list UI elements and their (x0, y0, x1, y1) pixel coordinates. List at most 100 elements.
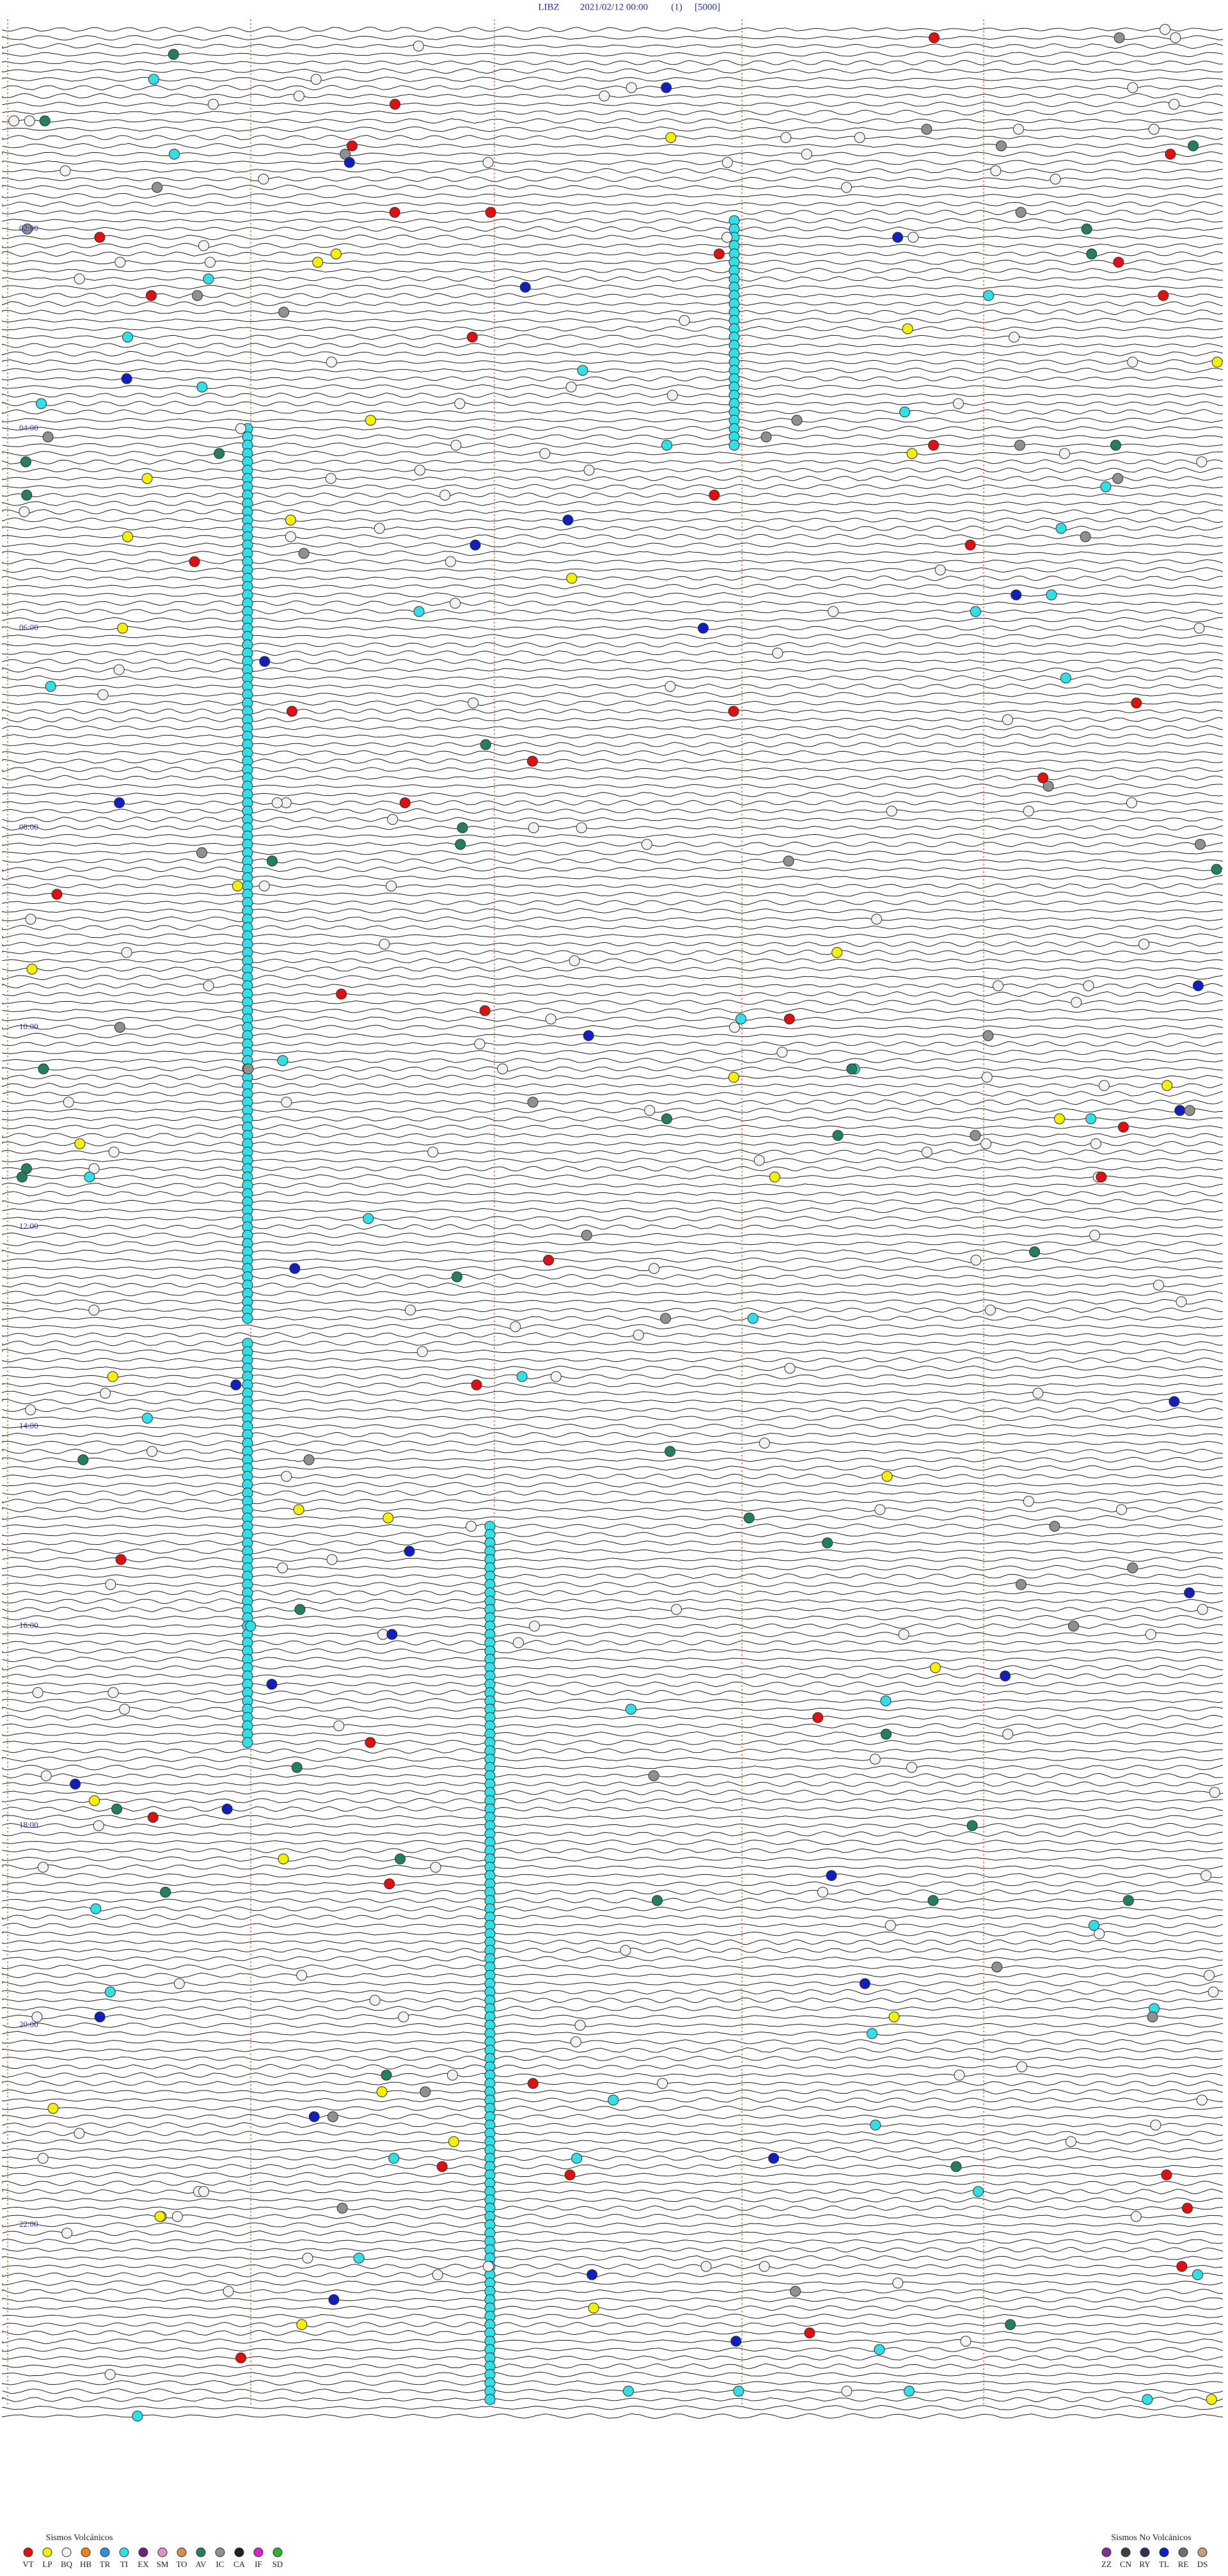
event-marker (759, 1437, 770, 1449)
event-marker (928, 439, 940, 451)
hour-label: 10:00 (19, 1022, 38, 1031)
event-marker (122, 331, 133, 343)
trace (2, 1290, 1224, 1297)
event-marker (661, 1113, 672, 1125)
trace (2, 1673, 1224, 1679)
event-marker (196, 381, 208, 393)
trace (2, 1041, 1223, 1047)
event-marker (1015, 207, 1027, 218)
event-marker (571, 2153, 583, 2164)
event-marker (386, 880, 397, 892)
trace (2, 1806, 1224, 1812)
event-marker (148, 74, 159, 85)
event-marker (545, 1013, 556, 1025)
trace (2, 509, 1224, 515)
event-marker (277, 1055, 288, 1066)
trace (2, 741, 1224, 748)
event-marker (173, 1978, 185, 1989)
legend-swatch (61, 2547, 72, 2557)
trace (2, 1964, 1224, 1970)
event-marker (885, 1920, 896, 1931)
trace (2, 2363, 1224, 2369)
trace (2, 2172, 1224, 2178)
event-marker (457, 822, 468, 834)
trace (2, 1174, 1224, 1180)
trace (2, 858, 1224, 864)
event-marker (671, 1604, 682, 1615)
trace (2, 1049, 1224, 1055)
event-marker (336, 2202, 348, 2214)
event-marker (1138, 938, 1149, 950)
trace (2, 425, 1224, 432)
event-marker (171, 2211, 183, 2222)
trace (2, 2072, 1224, 2078)
event-marker (1196, 456, 1208, 468)
trace (2, 766, 1224, 773)
event-marker (1161, 1080, 1173, 1091)
event-marker (721, 232, 733, 243)
event-marker (841, 182, 853, 193)
trace (2, 1307, 1224, 1313)
event-marker (1012, 123, 1024, 135)
event-marker (660, 1313, 672, 1324)
event-marker (192, 290, 203, 301)
event-marker (413, 40, 424, 52)
legend-swatch (1159, 2547, 1169, 2557)
trace (2, 143, 1224, 149)
trace (2, 908, 1224, 914)
event-marker (929, 1662, 941, 1673)
event-marker (278, 306, 290, 318)
event-marker (644, 1105, 656, 1116)
event-marker (960, 2335, 972, 2347)
event-marker (733, 2385, 744, 2397)
event-marker (59, 165, 71, 177)
trace (2, 1615, 1224, 1621)
event-marker (866, 2028, 878, 2039)
event-marker (874, 1504, 886, 1515)
event-marker (480, 739, 491, 750)
event-marker (982, 1030, 994, 1041)
event-marker (266, 855, 278, 867)
trace (2, 434, 1224, 440)
event-marker (954, 2069, 965, 2081)
trace (2, 1656, 1224, 1663)
event-marker (74, 1138, 86, 1150)
hour-label: 06:00 (19, 622, 38, 632)
event-marker (760, 431, 772, 443)
trace (2, 101, 1224, 107)
trace (2, 2213, 1224, 2220)
event-marker (230, 1379, 242, 1391)
event-marker (1204, 1970, 1215, 1981)
event-marker (223, 2286, 234, 2297)
trace (2, 1357, 1224, 1363)
event-marker (1211, 864, 1222, 875)
trace (2, 525, 1224, 532)
trace (2, 1540, 1224, 1546)
trace (2, 1182, 1224, 1189)
trace (2, 1980, 1224, 1987)
event-marker (874, 2344, 885, 2355)
trace (2, 1773, 1223, 1779)
trace (2, 1781, 1224, 1787)
legend-label: LP (42, 2559, 52, 2569)
event-marker (730, 2335, 742, 2347)
trace (2, 384, 1223, 390)
trace (2, 1931, 1224, 1937)
event-marker (198, 2186, 210, 2197)
event-marker (981, 1071, 993, 1083)
event-marker (353, 2252, 365, 2264)
trace (2, 1482, 1224, 1488)
event-marker (869, 1753, 881, 1765)
event-marker (648, 1770, 659, 1782)
event-marker (728, 439, 740, 451)
event-marker (242, 1313, 253, 1324)
event-marker (899, 406, 911, 418)
event-marker (1060, 672, 1071, 684)
event-marker (529, 1620, 540, 1632)
event-marker (363, 1213, 374, 1224)
trace (2, 958, 1224, 964)
event-marker (768, 2153, 780, 2164)
event-marker (608, 2094, 619, 2106)
event-marker (769, 1171, 780, 1183)
trace (2, 1789, 1224, 1796)
